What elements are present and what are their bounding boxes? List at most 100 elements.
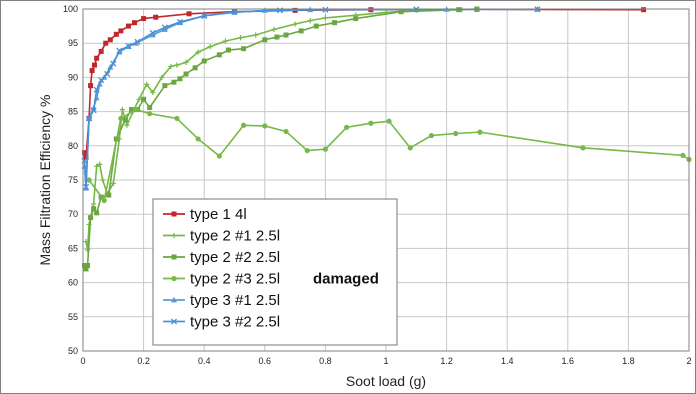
data-point bbox=[161, 26, 168, 32]
data-point bbox=[149, 29, 156, 36]
data-point bbox=[216, 153, 222, 159]
series-type-2-1-2-5l bbox=[83, 7, 465, 253]
legend-swatch-marker bbox=[170, 318, 178, 325]
data-point bbox=[118, 115, 124, 122]
data-point bbox=[150, 89, 156, 96]
y-tick-label: 95 bbox=[68, 38, 78, 48]
legend-swatch-marker bbox=[171, 296, 177, 303]
data-point bbox=[125, 42, 132, 49]
legend-swatch-marker bbox=[171, 211, 177, 217]
x-tick-label: 0.8 bbox=[319, 356, 332, 366]
data-point bbox=[344, 124, 350, 130]
legend-label: type 2 #3 2.5l bbox=[190, 271, 280, 288]
data-point bbox=[168, 63, 174, 70]
legend: type 1 4l type 2 #1 2.5l type 2 #2 2.5l typ… bbox=[152, 198, 398, 346]
y-tick-label: 75 bbox=[68, 175, 78, 185]
x-tick-label: 1 bbox=[383, 356, 388, 366]
data-point bbox=[386, 118, 392, 124]
data-point bbox=[92, 62, 98, 68]
data-point bbox=[192, 65, 198, 71]
y-tick-label: 50 bbox=[68, 346, 78, 356]
data-point bbox=[153, 14, 159, 20]
data-point bbox=[147, 111, 153, 117]
data-point bbox=[103, 40, 109, 46]
series-line bbox=[83, 8, 538, 187]
legend-item: type 1 4l bbox=[163, 206, 247, 223]
y-axis-title: Mass Filtration Efficiency % bbox=[37, 95, 53, 266]
data-point bbox=[98, 48, 104, 54]
data-point bbox=[94, 210, 100, 216]
x-tick-label: 1.8 bbox=[622, 356, 635, 366]
data-point bbox=[113, 31, 119, 37]
legend-item: type 2 #1 2.5l bbox=[163, 228, 280, 245]
data-point bbox=[225, 47, 231, 53]
data-point bbox=[262, 37, 268, 43]
x-axis-title: Soot load (g) bbox=[346, 373, 426, 389]
tick-labels: 50 55 60 65 70 75 80 85 90 95 100 0 0.2 0.4 0.6 0.8 1 1.2… bbox=[63, 4, 692, 366]
data-point bbox=[106, 192, 112, 198]
data-point bbox=[174, 115, 180, 122]
data-point bbox=[83, 154, 89, 160]
data-point bbox=[110, 60, 117, 67]
data-point bbox=[428, 132, 435, 139]
series-type-2-3-2-5l bbox=[86, 106, 692, 204]
data-point bbox=[94, 163, 100, 169]
data-point bbox=[216, 52, 222, 58]
y-tick-label: 55 bbox=[68, 312, 78, 322]
y-tick-label: 60 bbox=[68, 278, 78, 288]
x-tick-label: 0 bbox=[80, 356, 85, 366]
data-point bbox=[186, 11, 192, 17]
x-tick-label: 0.6 bbox=[259, 356, 272, 366]
y-tick-label: 90 bbox=[68, 72, 78, 82]
data-point bbox=[124, 122, 130, 128]
data-point bbox=[97, 161, 103, 167]
data-point bbox=[94, 55, 100, 61]
data-point bbox=[116, 47, 123, 54]
legend-item: type 2 #2 2.5l bbox=[163, 249, 280, 266]
data-point bbox=[322, 6, 329, 13]
y-tick-label: 70 bbox=[68, 209, 78, 219]
data-point bbox=[136, 96, 142, 102]
data-point bbox=[580, 145, 586, 151]
legend-swatch-marker bbox=[171, 275, 177, 282]
data-point bbox=[125, 23, 131, 29]
data-point bbox=[195, 49, 201, 55]
data-point bbox=[162, 83, 168, 89]
data-point bbox=[104, 70, 111, 78]
data-point bbox=[134, 38, 141, 45]
legend-label: type 3 #1 2.5l bbox=[190, 292, 280, 309]
data-point bbox=[82, 263, 88, 268]
data-point bbox=[283, 32, 289, 38]
data-point bbox=[176, 18, 184, 26]
legend-label: type 2 #1 2.5l bbox=[190, 228, 280, 245]
x-tick-label: 1.2 bbox=[440, 356, 453, 366]
data-point bbox=[147, 104, 153, 110]
data-point bbox=[274, 34, 280, 40]
legend-swatch-marker bbox=[171, 232, 177, 239]
data-point bbox=[313, 23, 319, 29]
data-point bbox=[331, 20, 337, 26]
legend-box bbox=[152, 198, 398, 346]
data-point bbox=[353, 16, 359, 22]
data-point bbox=[253, 32, 259, 38]
data-point bbox=[122, 117, 128, 123]
data-point bbox=[83, 238, 89, 245]
data-point bbox=[101, 197, 107, 204]
data-point bbox=[119, 106, 125, 113]
plot-area-border bbox=[82, 8, 690, 352]
data-point bbox=[128, 107, 134, 113]
data-point bbox=[107, 37, 113, 43]
data-point bbox=[98, 77, 105, 84]
data-point bbox=[141, 16, 147, 22]
data-point bbox=[201, 12, 208, 19]
legend-item: type 3 #1 2.5l bbox=[163, 292, 280, 309]
data-point bbox=[283, 128, 289, 135]
data-point bbox=[298, 28, 304, 34]
x-tick-label: 2 bbox=[686, 356, 691, 366]
data-point bbox=[93, 86, 100, 93]
data-point bbox=[110, 180, 116, 187]
data-point bbox=[161, 24, 168, 31]
data-point bbox=[477, 129, 483, 135]
data-point bbox=[144, 81, 150, 87]
